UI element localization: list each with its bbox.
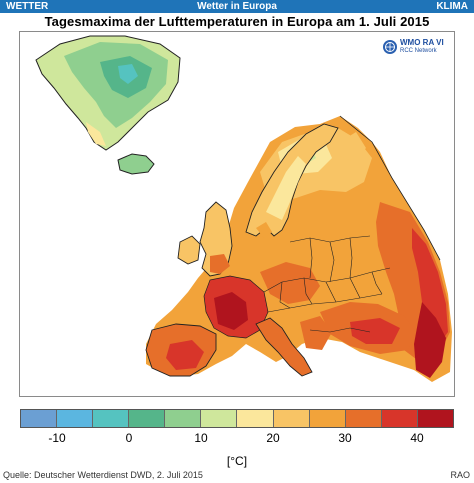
colorbar-class-1: [57, 410, 94, 427]
italy: [255, 317, 313, 377]
wmo-emblem-icon: [383, 40, 397, 54]
source-credit: Quelle: Deutscher Wetterdienst DWD, 2. J…: [3, 470, 203, 480]
colorbar-tick-label: 20: [266, 431, 280, 445]
scandinavia: [245, 123, 339, 238]
map-title: Tagesmaxima der Lufttemperaturen in Euro…: [44, 14, 430, 29]
colorbar-class-5: [201, 410, 238, 427]
colorbar-tick-label: 30: [338, 431, 352, 445]
colorbar-class-7: [273, 410, 310, 427]
british-isles: [177, 201, 233, 277]
colorbar-tick-label: 40: [410, 431, 424, 445]
colorbar-class-10: [381, 410, 418, 427]
country-borders: [263, 235, 391, 333]
colorbar-class-2: [93, 410, 130, 427]
wetter-tab[interactable]: WETTER: [6, 1, 49, 12]
wmo-logo-line2: RCC Network: [400, 48, 437, 54]
wmo-logo: WMO RA VI RCC Network: [381, 37, 451, 59]
temperature-map: [19, 31, 455, 397]
colorbar-tick-label: 0: [125, 431, 133, 445]
colorbar-class-9: [345, 410, 382, 427]
colorbar-class-0: [21, 410, 58, 427]
france-hotspot: [203, 275, 269, 339]
footer-code: RAO: [450, 470, 470, 480]
colorbar-tick-label: 10: [194, 431, 208, 445]
colorbar: [20, 409, 454, 428]
colorbar-class-6: [237, 410, 274, 427]
colorbar-tick-label: -10: [48, 431, 66, 445]
greenland-region: [35, 35, 181, 151]
colorbar-class-4: [165, 410, 202, 427]
domain-boundary: [339, 115, 441, 261]
klima-tab[interactable]: KLIMA: [436, 1, 468, 12]
section-title: Wetter in Europa: [197, 1, 277, 12]
colorbar-class-8: [309, 410, 346, 427]
iberia: [145, 323, 217, 377]
iceland-region: [117, 153, 155, 175]
colorbar-class-11: [417, 410, 453, 427]
colorbar-unit: [°C]: [226, 454, 248, 468]
top-bar: WETTER Wetter in Europa KLIMA: [0, 0, 474, 13]
wmo-logo-line1: WMO RA VI: [400, 38, 444, 47]
colorbar-class-3: [129, 410, 166, 427]
